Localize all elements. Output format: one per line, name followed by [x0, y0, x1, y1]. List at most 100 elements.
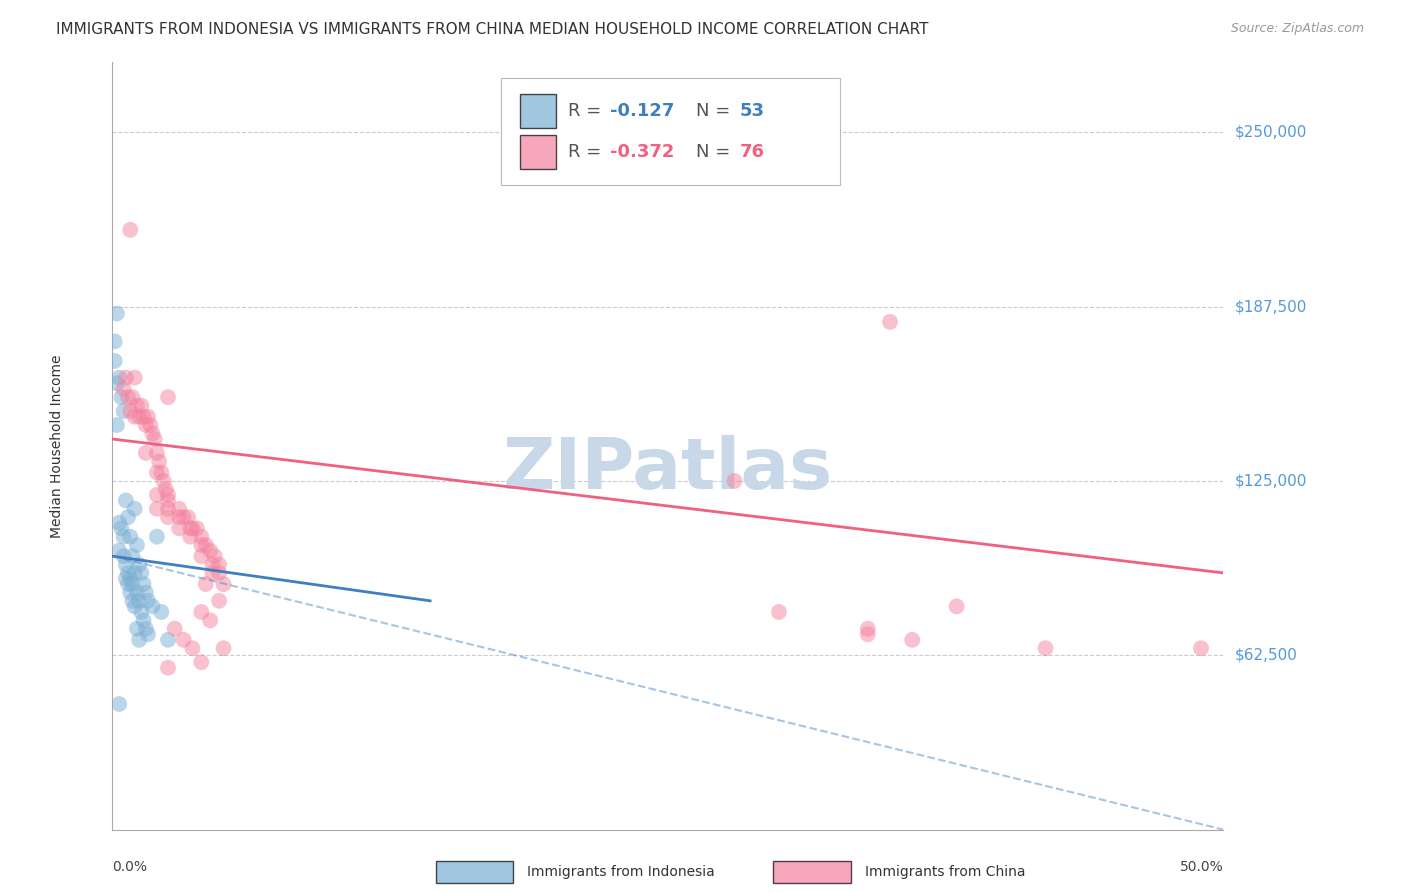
Point	[112, 549, 135, 564]
Point	[155, 482, 177, 496]
Text: N =: N =	[696, 144, 735, 161]
Point	[157, 632, 180, 647]
Point	[200, 613, 222, 627]
Point	[208, 558, 231, 572]
Point	[190, 655, 212, 669]
Point	[121, 390, 143, 404]
Point	[128, 409, 150, 424]
Text: $62,500: $62,500	[1234, 648, 1298, 663]
Point	[879, 315, 901, 329]
Point	[146, 446, 169, 460]
Point	[157, 661, 180, 675]
Point	[212, 641, 235, 656]
Point	[146, 501, 169, 516]
Text: Source: ZipAtlas.com: Source: ZipAtlas.com	[1230, 22, 1364, 36]
Point	[181, 641, 204, 656]
Point	[135, 585, 157, 599]
Point	[201, 566, 224, 580]
Point	[128, 558, 150, 572]
Point	[124, 409, 146, 424]
Point	[120, 223, 142, 237]
Point	[856, 622, 879, 636]
Text: Immigrants from China: Immigrants from China	[865, 865, 1025, 879]
Point	[190, 530, 212, 544]
Point	[150, 466, 173, 480]
Text: Immigrants from Indonesia: Immigrants from Indonesia	[527, 865, 716, 879]
Point	[157, 501, 180, 516]
Point	[135, 446, 157, 460]
Point	[104, 334, 127, 349]
Point	[125, 585, 148, 599]
Point	[901, 632, 924, 647]
Point	[114, 558, 136, 572]
Text: Median Household Income: Median Household Income	[51, 354, 63, 538]
Point	[105, 418, 128, 433]
Point	[105, 376, 128, 391]
Point	[128, 594, 150, 608]
Point	[141, 426, 163, 441]
Point	[208, 566, 231, 580]
Point	[121, 577, 143, 591]
Point	[200, 543, 222, 558]
Text: R =: R =	[568, 102, 607, 120]
Point	[132, 577, 155, 591]
Point	[208, 594, 231, 608]
Point	[117, 510, 139, 524]
Text: -0.372: -0.372	[610, 144, 675, 161]
Point	[131, 605, 153, 619]
Text: 0.0%: 0.0%	[112, 860, 148, 874]
Point	[132, 613, 155, 627]
Point	[152, 474, 174, 488]
Point	[108, 516, 131, 530]
Point	[143, 432, 166, 446]
Point	[157, 493, 180, 508]
Point	[128, 632, 150, 647]
Point	[190, 605, 212, 619]
Point	[124, 501, 146, 516]
Text: 50.0%: 50.0%	[1180, 860, 1223, 874]
Point	[131, 566, 153, 580]
Point	[141, 599, 163, 614]
Point	[124, 566, 146, 580]
Point	[124, 599, 146, 614]
Text: 76: 76	[740, 144, 765, 161]
Point	[114, 493, 136, 508]
Point	[136, 627, 159, 641]
Point	[167, 510, 190, 524]
Point	[120, 530, 142, 544]
Point	[135, 622, 157, 636]
Point	[1035, 641, 1057, 656]
Point	[108, 697, 131, 711]
Text: 53: 53	[740, 102, 765, 120]
Point	[723, 474, 745, 488]
Point	[157, 510, 180, 524]
Point	[112, 382, 135, 396]
Text: $125,000: $125,000	[1234, 474, 1306, 488]
Point	[114, 572, 136, 586]
Point	[173, 510, 195, 524]
Point	[114, 370, 136, 384]
Point	[194, 538, 217, 552]
FancyBboxPatch shape	[520, 94, 555, 128]
Point	[146, 466, 169, 480]
Point	[112, 404, 135, 418]
Point	[163, 622, 186, 636]
Point	[136, 409, 159, 424]
Point	[1189, 641, 1212, 656]
Point	[108, 370, 131, 384]
Text: R =: R =	[568, 144, 607, 161]
Point	[135, 418, 157, 433]
Text: ZIPatlas: ZIPatlas	[503, 434, 832, 503]
Point	[105, 306, 128, 320]
Point	[104, 354, 127, 368]
Point	[132, 409, 155, 424]
Point	[768, 605, 790, 619]
Point	[167, 521, 190, 535]
Point	[167, 501, 190, 516]
Point	[150, 605, 173, 619]
Point	[177, 510, 200, 524]
Point	[157, 488, 180, 502]
Point	[190, 538, 212, 552]
Point	[117, 566, 139, 580]
Point	[146, 488, 169, 502]
